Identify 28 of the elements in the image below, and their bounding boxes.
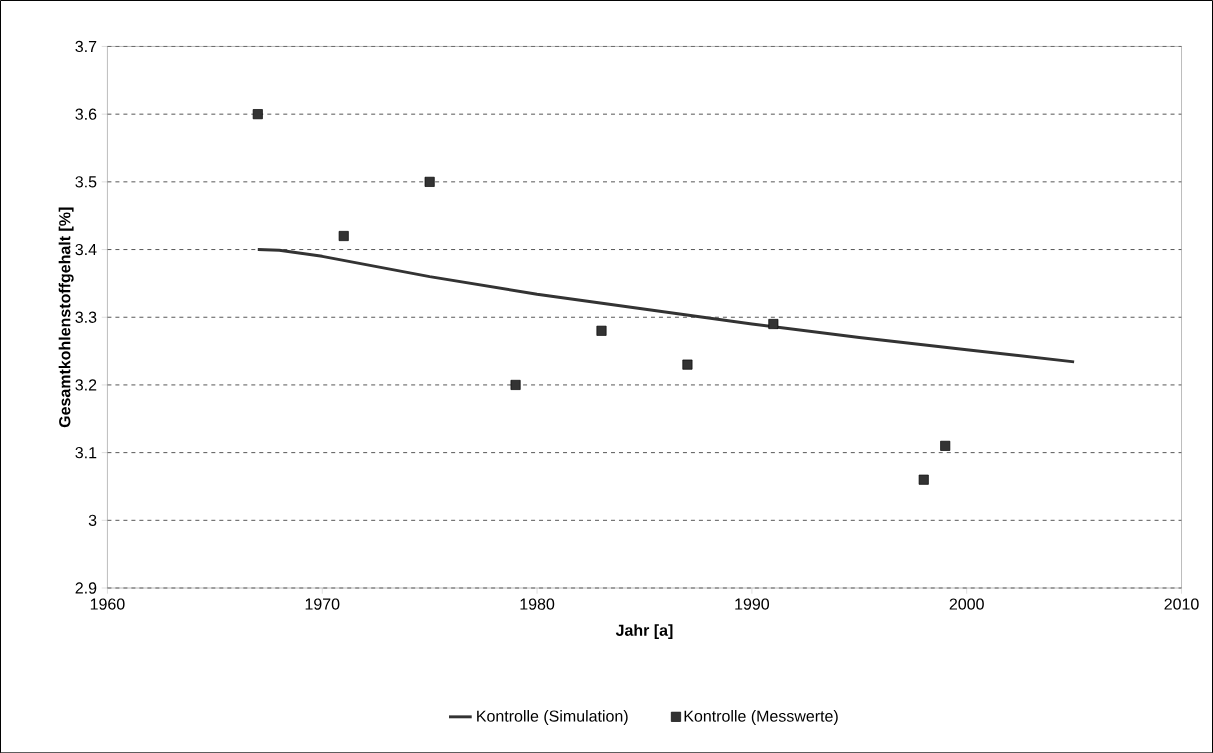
point xyxy=(768,318,779,329)
x-tick-label: 2010 xyxy=(1164,598,1199,610)
legend-label: Kontrolle (Messwerte) xyxy=(684,709,838,725)
y-tick-label: 3.4 xyxy=(75,243,97,256)
y-axis-title: Gesamtkohlenstoffgehalt [%] xyxy=(58,207,74,427)
x-tick-label: 1980 xyxy=(520,598,555,610)
y-tick-label: 3.7 xyxy=(75,40,97,52)
x-tick-label: 2000 xyxy=(949,598,984,610)
point xyxy=(424,176,435,187)
y-tick-label: 3 xyxy=(88,514,97,526)
y-tick-label: 2.9 xyxy=(75,582,97,594)
y-tick-label: 3.2 xyxy=(75,379,97,391)
x-tick-label: 1960 xyxy=(90,598,125,610)
legend-label: Kontrolle (Simulation) xyxy=(477,709,628,725)
y-tick-label: 3.6 xyxy=(75,108,97,120)
point xyxy=(918,474,929,485)
point xyxy=(596,325,607,336)
x-tick-label: 1990 xyxy=(735,598,770,610)
y-tick-label: 3.3 xyxy=(75,311,97,323)
y-tick-label: 3.5 xyxy=(75,176,97,188)
point xyxy=(940,440,951,451)
y-tick-label: 3.1 xyxy=(75,446,97,459)
point xyxy=(338,230,349,241)
x-axis-title: Jahr [a] xyxy=(615,624,673,639)
point xyxy=(510,379,521,390)
point xyxy=(252,108,263,119)
point xyxy=(682,359,693,370)
x-tick-label: 1970 xyxy=(305,598,340,610)
